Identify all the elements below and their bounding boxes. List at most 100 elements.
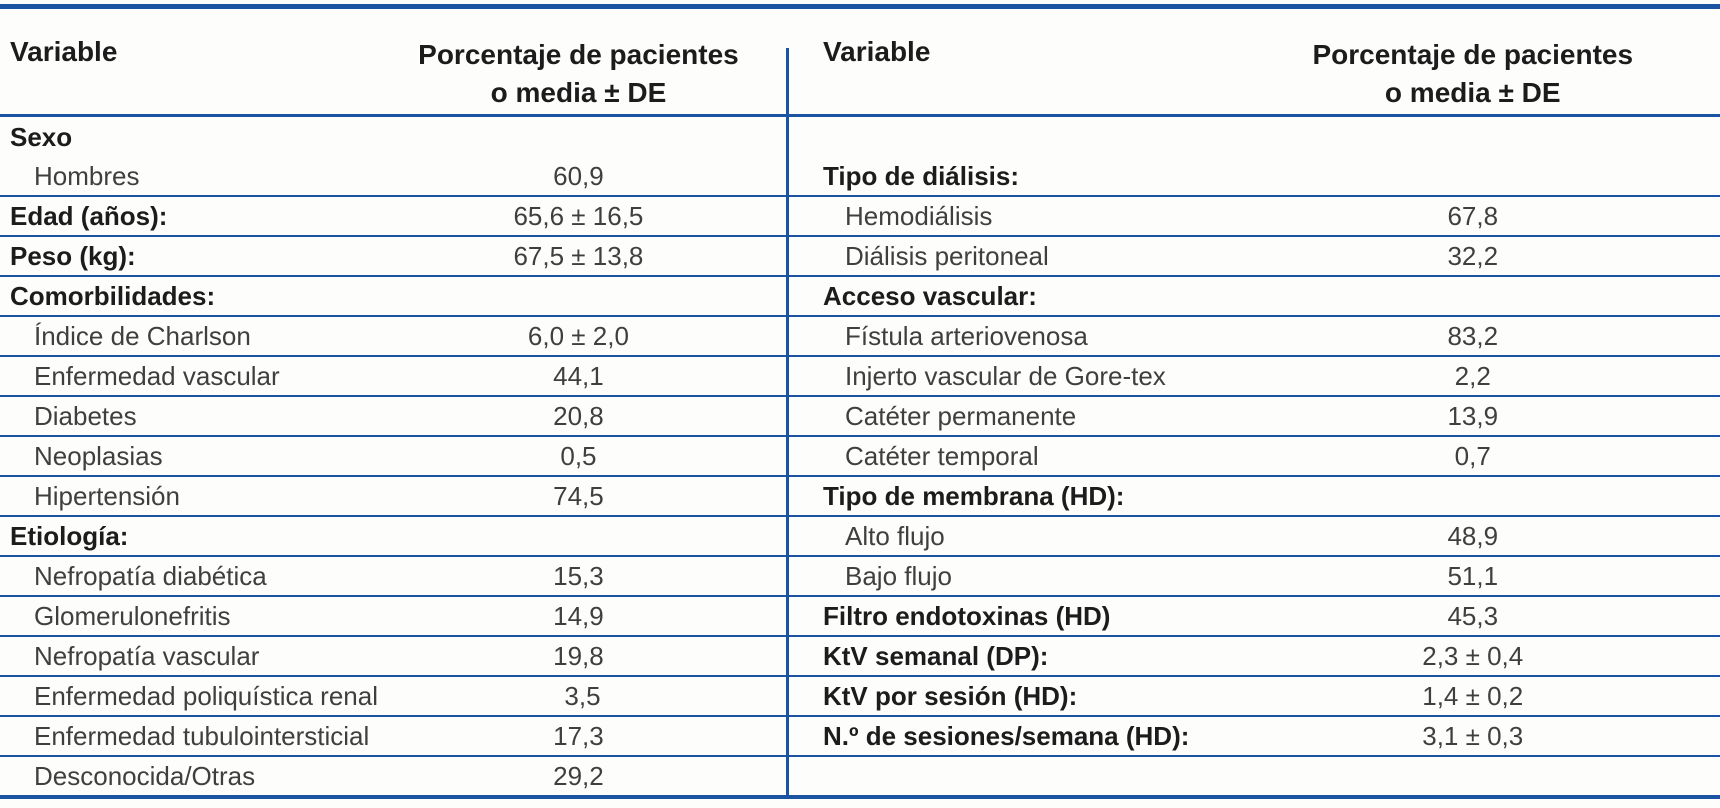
row-value: 15,3 xyxy=(553,560,604,591)
table-row: Bajo flujo 51,1 xyxy=(787,557,1720,597)
table-row: Catéter permanente 13,9 xyxy=(787,397,1720,437)
row-value: 32,2 xyxy=(1447,240,1499,271)
column-header-value-left-line1: Porcentaje de pacientes xyxy=(418,39,739,70)
table-vertical-divider xyxy=(786,48,789,799)
table-row: Sexo xyxy=(0,117,787,157)
table-row: Enfermedad tubulointersticial 17,3 xyxy=(0,717,787,757)
row-label: Alto flujo xyxy=(845,520,945,551)
table-row: KtV semanal (DP): 2,3 ± 0,4 xyxy=(787,637,1720,677)
row-label: Peso (kg): xyxy=(10,240,136,271)
table-row: Injerto vascular de Gore-tex 2,2 xyxy=(787,357,1720,397)
row-value: 44,1 xyxy=(553,360,604,391)
row-label: Injerto vascular de Gore-tex xyxy=(845,360,1166,391)
row-label: Tipo de membrana (HD): xyxy=(823,480,1125,511)
table-row: KtV por sesión (HD): 1,4 ± 0,2 xyxy=(787,677,1720,717)
table-row: Hombres 60,9 xyxy=(0,157,787,197)
row-value: 67,5 ± 13,8 xyxy=(513,240,644,271)
row-label: Glomerulonefritis xyxy=(34,600,231,631)
row-label: KtV por sesión (HD): xyxy=(823,680,1078,711)
column-header-value-right-line2: o media ± DE xyxy=(1384,77,1561,108)
table-bottom-border xyxy=(0,795,1720,799)
table-row: Hemodiálisis 67,8 xyxy=(787,197,1720,237)
table-row: Etiología: xyxy=(0,517,787,557)
row-label: Bajo flujo xyxy=(845,560,952,591)
row-label: Sexo xyxy=(10,121,73,152)
table-row: Diálisis peritoneal 32,2 xyxy=(787,237,1720,277)
row-value: 20,8 xyxy=(553,400,604,431)
row-value: 67,8 xyxy=(1447,200,1499,231)
table-row: Neoplasias 0,5 xyxy=(0,437,787,477)
row-value: 48,9 xyxy=(1447,520,1499,551)
row-value: 51,1 xyxy=(1447,560,1499,591)
row-value: 13,9 xyxy=(1447,400,1499,431)
row-label: Filtro endotoxinas (HD) xyxy=(823,600,1111,631)
table-row: Catéter temporal 0,7 xyxy=(787,437,1720,477)
row-label: Fístula arteriovenosa xyxy=(845,320,1088,351)
table-row: Diabetes 20,8 xyxy=(0,397,787,437)
row-value: 3,1 ± 0,3 xyxy=(1422,720,1524,751)
row-label: Enfermedad vascular xyxy=(34,360,280,391)
row-value: 3,5 xyxy=(564,680,601,711)
table-row: Fístula arteriovenosa 83,2 xyxy=(787,317,1720,357)
row-label: KtV semanal (DP): xyxy=(823,640,1049,671)
column-header-value-right: Porcentaje de pacientes o media ± DE xyxy=(1226,36,1720,112)
row-label: Etiología: xyxy=(10,520,129,551)
row-value: 74,5 xyxy=(553,480,604,511)
column-header-value-right-line1: Porcentaje de pacientes xyxy=(1312,39,1634,70)
row-label: Catéter permanente xyxy=(845,400,1077,431)
row-label: Hombres xyxy=(34,160,140,191)
column-header-value-left-line2: o media ± DE xyxy=(490,77,667,108)
row-label: Edad (años): xyxy=(10,200,168,231)
row-value: 60,9 xyxy=(553,160,604,191)
table-row: Peso (kg): 67,5 ± 13,8 xyxy=(0,237,787,277)
row-label: Acceso vascular: xyxy=(823,280,1037,311)
table-row: Enfermedad vascular 44,1 xyxy=(0,357,787,397)
table-row: Edad (años): 65,6 ± 16,5 xyxy=(0,197,787,237)
header-right-half: Variable Porcentaje de pacientes o media… xyxy=(787,9,1720,114)
column-header-value-left: Porcentaje de pacientes o media ± DE xyxy=(370,36,787,112)
table-body-right: Tipo de diálisis: Hemodiálisis 67,8 Diál… xyxy=(787,117,1720,795)
row-value: 29,2 xyxy=(553,760,604,791)
row-value: 6,0 ± 2,0 xyxy=(527,320,629,351)
table-row: Nefropatía vascular 19,8 xyxy=(0,637,787,677)
row-value: 14,9 xyxy=(553,600,604,631)
column-header-variable-left: Variable xyxy=(10,36,118,67)
table-row: Desconocida/Otras 29,2 xyxy=(0,757,787,795)
row-label: Nefropatía vascular xyxy=(34,640,260,671)
header-left-half: Variable Porcentaje de pacientes o media… xyxy=(0,9,787,114)
table-row: Alto flujo 48,9 xyxy=(787,517,1720,557)
table-header-row: Variable Porcentaje de pacientes o media… xyxy=(0,9,1720,117)
row-label: Enfermedad poliquística renal xyxy=(34,680,378,711)
row-value: 2,3 ± 0,4 xyxy=(1422,640,1524,671)
row-label: Nefropatía diabética xyxy=(34,560,267,591)
table-row xyxy=(787,757,1720,795)
row-value: 0,5 xyxy=(560,440,597,471)
table-row: Acceso vascular: xyxy=(787,277,1720,317)
column-header-variable-right: Variable xyxy=(823,36,931,67)
table-row: N.º de sesiones/semana (HD): 3,1 ± 0,3 xyxy=(787,717,1720,757)
row-label: Índice de Charlson xyxy=(34,320,251,351)
row-label: Hipertensión xyxy=(34,480,180,511)
row-value: 1,4 ± 0,2 xyxy=(1422,680,1524,711)
row-label: Enfermedad tubulointersticial xyxy=(34,720,370,751)
row-value: 19,8 xyxy=(553,640,604,671)
row-value: 2,2 xyxy=(1454,360,1491,391)
row-value: 17,3 xyxy=(553,720,604,751)
table-row: Nefropatía diabética 15,3 xyxy=(0,557,787,597)
row-label: Catéter temporal xyxy=(845,440,1039,471)
table-row: Tipo de diálisis: xyxy=(787,157,1720,197)
table-row: Tipo de membrana (HD): xyxy=(787,477,1720,517)
table-top-border xyxy=(0,4,1720,9)
row-value: 65,6 ± 16,5 xyxy=(513,200,644,231)
row-value: 0,7 xyxy=(1454,440,1491,471)
table-row: Comorbilidades: xyxy=(0,277,787,317)
row-value: 83,2 xyxy=(1447,320,1499,351)
table-row: Filtro endotoxinas (HD) 45,3 xyxy=(787,597,1720,637)
table-row: Hipertensión 74,5 xyxy=(0,477,787,517)
table-body-left: Sexo Hombres 60,9 Edad (años): 65,6 ± 16… xyxy=(0,117,787,795)
table-row: Enfermedad poliquística renal 3,5 xyxy=(0,677,787,717)
row-label: Diabetes xyxy=(34,400,137,431)
row-label: N.º de sesiones/semana (HD): xyxy=(823,720,1190,751)
row-label: Hemodiálisis xyxy=(845,200,993,231)
